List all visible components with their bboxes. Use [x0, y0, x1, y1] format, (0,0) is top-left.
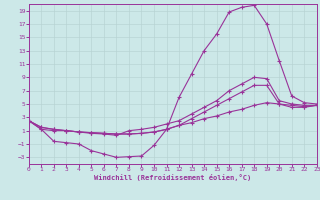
X-axis label: Windchill (Refroidissement éolien,°C): Windchill (Refroidissement éolien,°C): [94, 174, 252, 181]
